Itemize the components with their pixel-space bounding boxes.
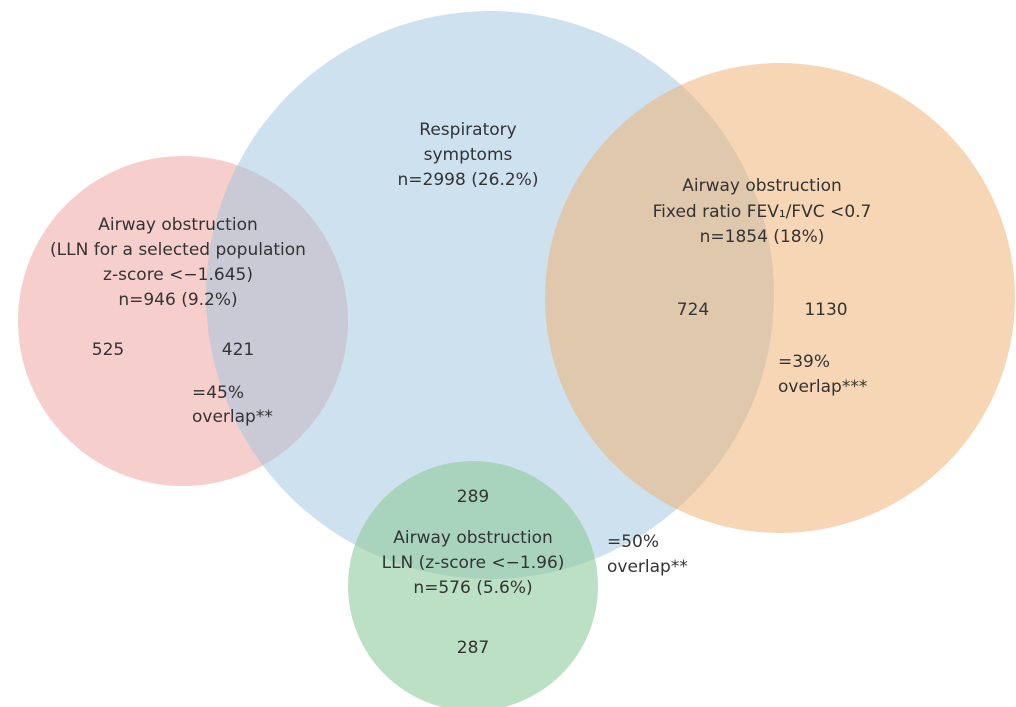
overlap-label: =50% <box>607 532 659 552</box>
region-count: 1130 <box>804 300 847 320</box>
overlap-label: overlap** <box>192 407 273 427</box>
set-count: n=1854 (18%) <box>700 227 825 247</box>
set-count: n=2998 (26.2%) <box>398 170 539 190</box>
region-count: 287 <box>457 638 489 658</box>
set-count: n=946 (9.2%) <box>118 290 237 310</box>
set-label: z-score <−1.645) <box>103 265 253 285</box>
region-count: 289 <box>457 487 489 507</box>
set-label: Airway obstruction <box>98 215 258 235</box>
set-label: (LLN for a selected population <box>50 240 306 260</box>
overlap-label: =39% <box>778 352 830 372</box>
set-label: Airway obstruction <box>393 528 553 548</box>
region-count: 525 <box>92 340 124 360</box>
set-label: Respiratory <box>419 120 516 140</box>
set-label: Fixed ratio FEV₁/FVC <0.7 <box>653 202 872 222</box>
circle-lln-196 <box>348 461 598 707</box>
set-label: LLN (z-score <−1.96) <box>382 553 565 573</box>
region-count: 724 <box>677 300 709 320</box>
set-label: symptoms <box>424 145 513 165</box>
circle-fixed-ratio <box>545 63 1015 533</box>
overlap-label: =45% <box>192 383 244 403</box>
overlap-label: overlap*** <box>778 377 867 397</box>
region-count: 421 <box>222 340 254 360</box>
set-label: Airway obstruction <box>682 176 842 196</box>
overlap-label: overlap** <box>607 557 688 577</box>
set-count: n=576 (5.6%) <box>413 578 532 598</box>
